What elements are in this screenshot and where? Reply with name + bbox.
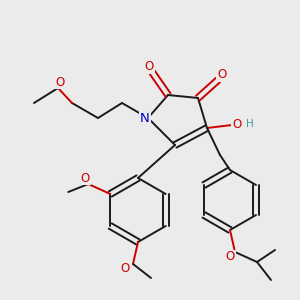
Text: O: O: [144, 61, 154, 74]
Text: H: H: [246, 119, 254, 129]
Text: O: O: [218, 68, 226, 82]
Text: O: O: [232, 118, 242, 130]
Text: N: N: [140, 112, 150, 125]
Text: O: O: [225, 250, 235, 263]
Text: O: O: [56, 76, 64, 88]
Text: O: O: [120, 262, 130, 275]
Text: O: O: [81, 172, 90, 184]
